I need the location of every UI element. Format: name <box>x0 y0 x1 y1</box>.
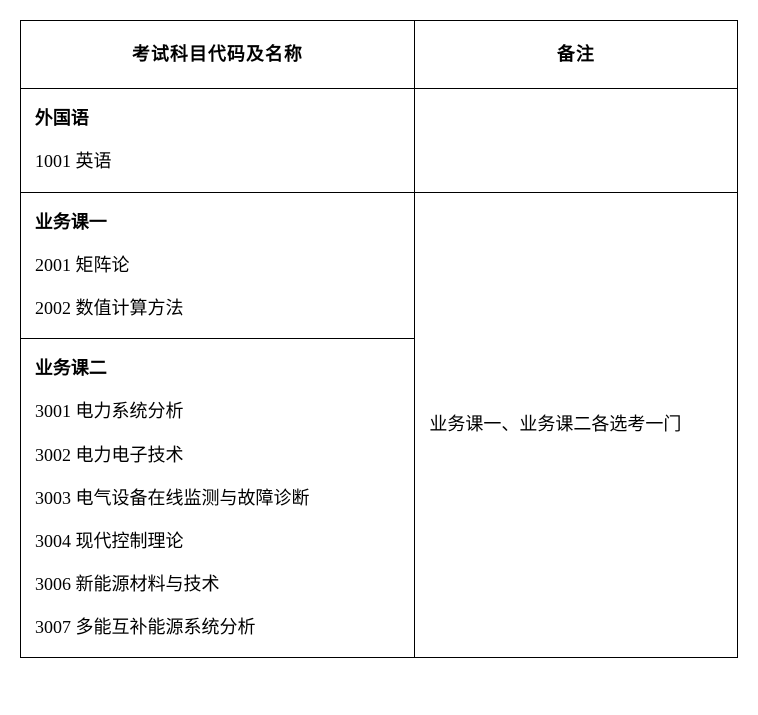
table-header-row: 考试科目代码及名称 备注 <box>21 21 738 89</box>
cell-foreign-language: 外国语 1001 英语 <box>21 89 415 192</box>
row-foreign-language: 外国语 1001 英语 <box>21 89 738 192</box>
section-title-course2: 业务课二 <box>35 358 107 378</box>
subject-item: 3002 电力电子技术 <box>35 434 400 477</box>
note-cell-1 <box>415 89 738 192</box>
cell-course-one: 业务课一 2001 矩阵论 2002 数值计算方法 <box>21 192 415 339</box>
section-title-course1: 业务课一 <box>35 212 107 232</box>
subject-item: 2001 矩阵论 <box>35 244 400 287</box>
row-course-one: 业务课一 2001 矩阵论 2002 数值计算方法 业务课一、业务课二各选考一门 <box>21 192 738 339</box>
cell-course-two: 业务课二 3001 电力系统分析 3002 电力电子技术 3003 电气设备在线… <box>21 339 415 658</box>
header-col-subject: 考试科目代码及名称 <box>21 21 415 89</box>
subject-item: 3006 新能源材料与技术 <box>35 563 400 606</box>
subject-item: 3004 现代控制理论 <box>35 520 400 563</box>
subject-item: 3001 电力系统分析 <box>35 390 400 433</box>
subject-item: 2002 数值计算方法 <box>35 287 400 330</box>
subject-item: 1001 英语 <box>35 140 400 183</box>
subject-item: 3007 多能互补能源系统分析 <box>35 606 400 649</box>
subject-item: 3003 电气设备在线监测与故障诊断 <box>35 477 400 520</box>
section-title-foreign: 外国语 <box>35 108 89 128</box>
header-col-note: 备注 <box>415 21 738 89</box>
exam-subjects-table: 考试科目代码及名称 备注 外国语 1001 英语 业务课一 2001 矩阵论 2… <box>20 20 738 658</box>
note-cell-merged: 业务课一、业务课二各选考一门 <box>415 192 738 658</box>
